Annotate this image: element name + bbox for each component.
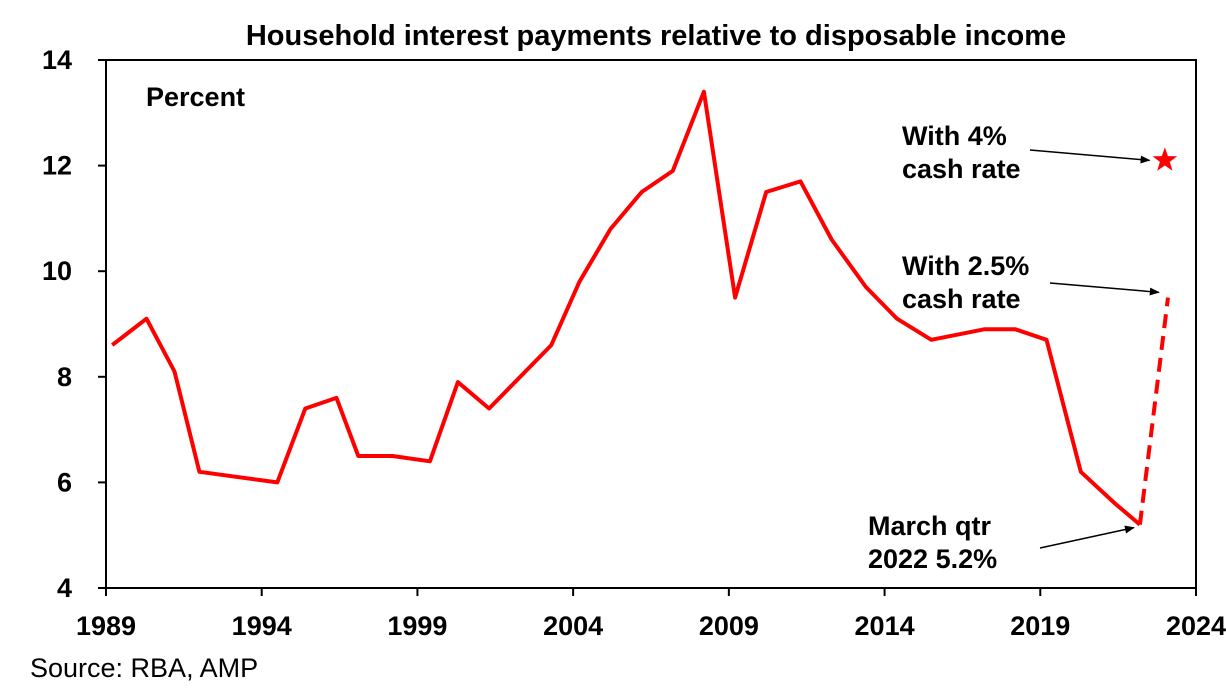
y-tick-label: 10 xyxy=(42,256,72,286)
series-line-dashed xyxy=(1137,297,1170,525)
y-tick-label: 6 xyxy=(57,467,72,497)
annotation-4pct-line-2: cash rate xyxy=(902,154,1021,184)
axis-ticks: 4 6 8 10 12 14 1989 1994 1999 2004 2009 2014 2019 202… xyxy=(42,45,1226,641)
chart-title: Household interest payments relative to … xyxy=(246,20,1066,52)
annotation-4pct-arrow xyxy=(1029,149,1151,164)
x-tick-label: 1999 xyxy=(387,611,447,641)
annotation-4pct-line-1: With 4% xyxy=(902,121,1007,151)
y-tick-label: 12 xyxy=(42,151,72,181)
x-tick-label: 2009 xyxy=(699,611,759,641)
annotation-2-5pct-line-2: cash rate xyxy=(902,284,1021,314)
y-tick-label: 8 xyxy=(57,362,72,392)
annotation-2-5pct-arrow xyxy=(1049,282,1160,296)
x-tick-label: 2004 xyxy=(543,611,603,641)
plot-area xyxy=(105,59,1197,589)
x-tick-label: 2019 xyxy=(1010,611,1070,641)
series-line-solid xyxy=(110,89,1142,527)
star-marker xyxy=(1152,147,1178,171)
series-layer xyxy=(110,89,1178,527)
x-tick-label: 1989 xyxy=(76,611,136,641)
x-tick-label: 2024 xyxy=(1166,611,1226,641)
x-tick-label: 1994 xyxy=(232,611,292,641)
annotation-2-5pct-line-1: With 2.5% xyxy=(902,251,1029,281)
annotation-march-qtr-line-2: 2022 5.2% xyxy=(868,544,997,574)
annotation-march-qtr-line-1: March qtr xyxy=(868,511,992,541)
y-axis-label: Percent xyxy=(146,82,245,112)
y-tick-label: 4 xyxy=(57,573,72,603)
x-tick-label: 2014 xyxy=(855,611,915,641)
y-tick-label: 14 xyxy=(42,45,72,75)
annotation-march-qtr-arrow xyxy=(1039,525,1135,549)
source-note: Source: RBA, AMP xyxy=(30,653,258,683)
